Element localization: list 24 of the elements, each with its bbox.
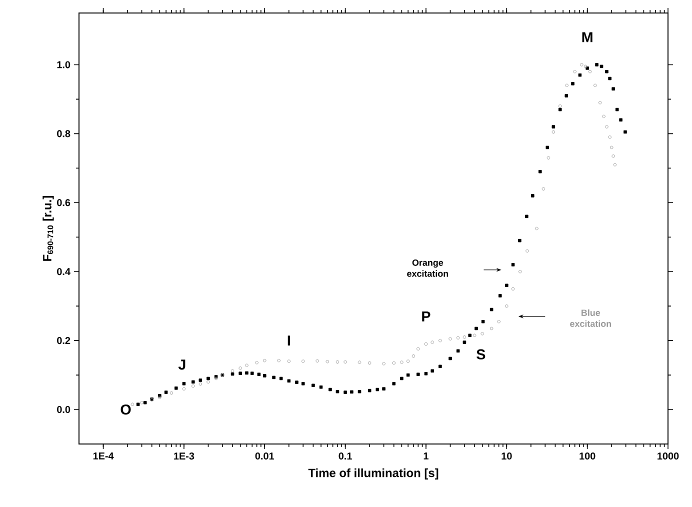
x-tick-label: 0.1 — [338, 452, 352, 460]
x-tick-label: 1E-4 — [93, 452, 114, 460]
y-tick-label: 0.0 — [57, 406, 70, 414]
x-tick-label: 0.01 — [255, 452, 274, 460]
annotation: P — [422, 311, 430, 322]
text: Orange excitation — [407, 259, 448, 277]
x-axis-title: Time of illumination [s] — [308, 468, 438, 480]
y-tick-label: 0.8 — [57, 130, 70, 138]
y-tick-label: 0.4 — [57, 268, 70, 276]
x-tick-label: 1 — [424, 452, 428, 460]
x-tick-label: 100 — [580, 452, 596, 460]
y-axis-title: F$_{690-710}$ [r.u.] — [42, 196, 54, 261]
x-tick-label: 10 — [502, 452, 512, 460]
text: Blue excitation — [570, 309, 612, 327]
annotation: J — [178, 360, 186, 370]
annotation: O — [120, 404, 131, 415]
x-tick-label: 1E-3 — [174, 452, 194, 460]
y-tick-label: 0.2 — [57, 337, 70, 344]
y-tick-label: 1.0 — [57, 61, 70, 68]
y-tick-label: 0.6 — [57, 199, 70, 206]
annotation: M — [582, 32, 592, 42]
x-tick-label: 1000 — [658, 452, 679, 460]
annotation: S — [476, 349, 486, 360]
annotation: I — [288, 336, 290, 346]
